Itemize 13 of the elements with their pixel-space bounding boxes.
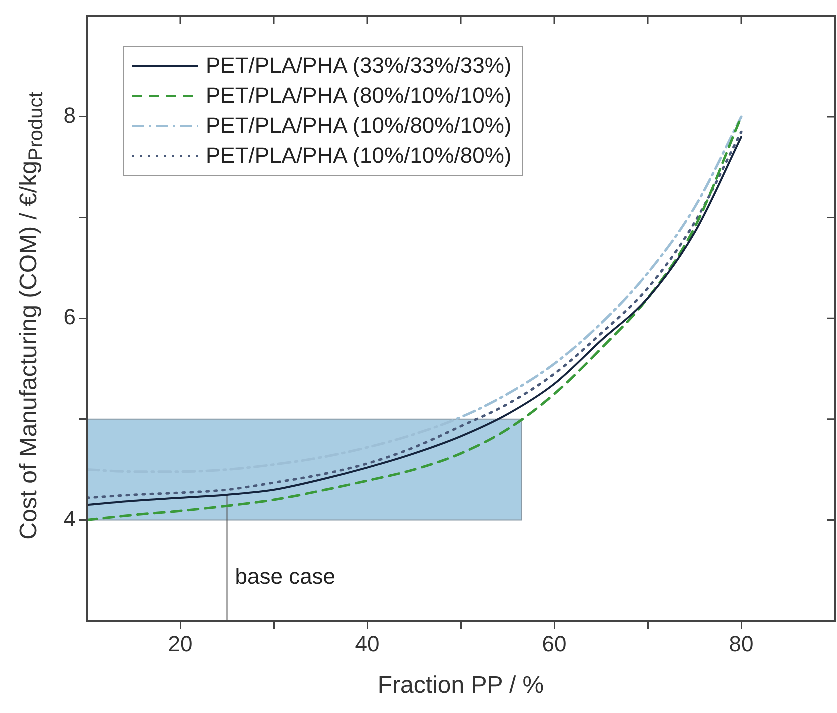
y-tick-label: 4 bbox=[64, 506, 76, 532]
y-tick-label: 6 bbox=[64, 304, 76, 330]
x-tick-label: 40 bbox=[355, 631, 380, 656]
y-tick-label: 8 bbox=[64, 103, 76, 128]
ref-line-label: base case bbox=[235, 564, 336, 590]
legend-label: PET/PLA/PHA (80%/10%/10%) bbox=[206, 83, 512, 110]
x-axis-title: Fraction PP / % bbox=[376, 672, 546, 700]
x-tick-label: 60 bbox=[542, 631, 567, 656]
legend-label: PET/PLA/PHA (10%/80%/10%) bbox=[206, 113, 512, 140]
legend-label: PET/PLA/PHA (10%/10%/80%) bbox=[206, 143, 512, 170]
x-tick-label: 80 bbox=[729, 631, 754, 656]
x-tick-label: 20 bbox=[168, 631, 193, 656]
legend-label: PET/PLA/PHA (33%/33%/33%) bbox=[206, 53, 512, 80]
